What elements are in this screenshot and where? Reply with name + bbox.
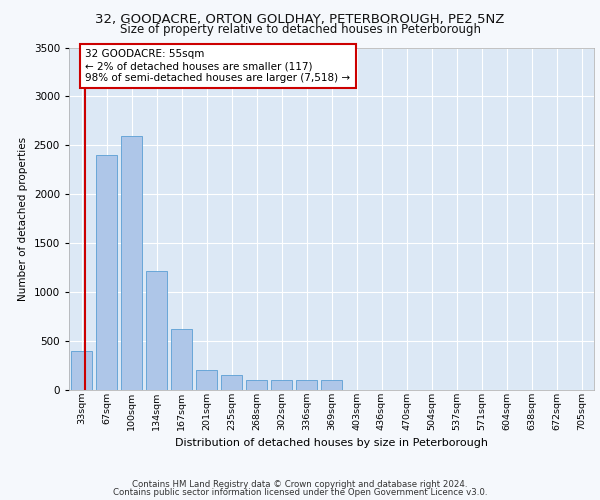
Text: Contains public sector information licensed under the Open Government Licence v3: Contains public sector information licen… bbox=[113, 488, 487, 497]
Bar bbox=[196, 370, 217, 390]
Text: 32 GOODACRE: 55sqm
← 2% of detached houses are smaller (117)
98% of semi-detache: 32 GOODACRE: 55sqm ← 2% of detached hous… bbox=[85, 50, 350, 82]
Bar bbox=[71, 351, 92, 390]
Bar bbox=[296, 380, 317, 390]
Bar bbox=[96, 155, 117, 390]
Bar bbox=[171, 330, 192, 390]
Text: Contains HM Land Registry data © Crown copyright and database right 2024.: Contains HM Land Registry data © Crown c… bbox=[132, 480, 468, 489]
Bar bbox=[146, 270, 167, 390]
Bar bbox=[321, 380, 342, 390]
Text: Size of property relative to detached houses in Peterborough: Size of property relative to detached ho… bbox=[119, 24, 481, 36]
Bar bbox=[121, 136, 142, 390]
Text: 32, GOODACRE, ORTON GOLDHAY, PETERBOROUGH, PE2 5NZ: 32, GOODACRE, ORTON GOLDHAY, PETERBOROUG… bbox=[95, 12, 505, 26]
X-axis label: Distribution of detached houses by size in Peterborough: Distribution of detached houses by size … bbox=[175, 438, 488, 448]
Bar bbox=[221, 375, 242, 390]
Y-axis label: Number of detached properties: Number of detached properties bbox=[18, 136, 28, 301]
Bar bbox=[271, 380, 292, 390]
Bar bbox=[246, 380, 267, 390]
